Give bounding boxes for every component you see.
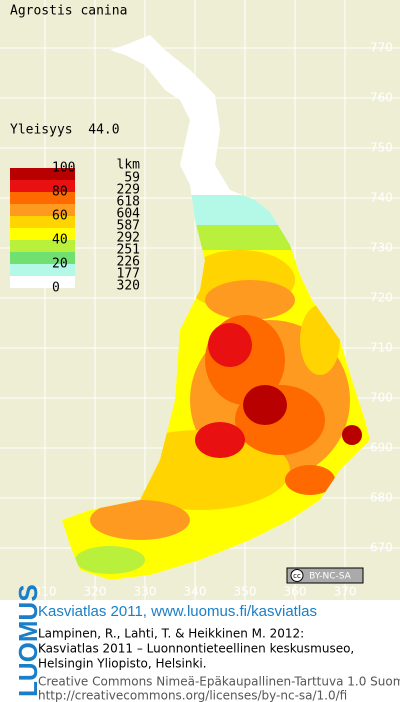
license-line: http://creativecommons.org/licenses/by-n… — [38, 689, 347, 702]
legend-count: 320 — [117, 279, 140, 294]
legend-count: 587 — [117, 219, 140, 234]
x-tick-label: 370 — [334, 585, 357, 599]
legend-scale-label: 100 — [52, 161, 75, 176]
y-tick-label: 750 — [370, 141, 393, 155]
y-tick-label: 670 — [370, 541, 393, 555]
legend-swatch — [10, 216, 75, 228]
y-tick-label: 760 — [370, 91, 393, 105]
legend-swatch — [10, 180, 75, 192]
legend-swatch — [10, 192, 75, 204]
svg-text:cc: cc — [293, 572, 301, 580]
x-tick-label: 320 — [84, 585, 107, 599]
citation-line: Helsingin Yliopisto, Helsinki. — [38, 657, 207, 671]
legend-count: 251 — [117, 243, 140, 258]
license-line: Creative Commons Nimeä-Epäkaupallinen-Ta… — [38, 675, 400, 689]
legend-swatch — [10, 276, 75, 288]
legend-count: 292 — [117, 231, 140, 246]
citation-line: Kasviatlas 2011 – Luonnontieteellinen ke… — [38, 642, 354, 656]
x-tick-label: 360 — [284, 585, 307, 599]
legend-scale-label: 40 — [52, 233, 68, 248]
legend-swatch — [10, 168, 75, 180]
y-tick-label: 690 — [370, 441, 393, 455]
y-tick-label: 730 — [370, 241, 393, 255]
legend-swatch — [10, 240, 75, 252]
y-tick-label: 770 — [370, 41, 393, 55]
x-tick-label: 340 — [184, 585, 207, 599]
species-title: Agrostis canina — [10, 4, 127, 19]
y-tick-label: 720 — [370, 291, 393, 305]
legend-count: 226 — [117, 255, 140, 270]
legend-swatch — [10, 204, 75, 216]
legend-swatch — [10, 228, 75, 240]
x-tick-label: 350 — [234, 585, 257, 599]
legend-scale-label: 80 — [52, 185, 68, 200]
legend-scale-label: 0 — [52, 281, 60, 296]
legend-swatch — [10, 252, 75, 264]
legend-count: 604 — [117, 207, 141, 222]
x-tick-label: 330 — [134, 585, 157, 599]
legend-swatch — [10, 264, 75, 276]
legend-count: 177 — [117, 267, 140, 282]
brand: LUOMUS — [13, 584, 43, 697]
frequency: Yleisyys 44.0 — [10, 123, 120, 138]
legend-scale-label: 20 — [52, 257, 68, 272]
legend-count: 59 — [124, 171, 140, 186]
license-badge-text: BY-NC-SA — [309, 572, 352, 582]
legend-count: 618 — [117, 195, 140, 210]
citation-line: Lampinen, R., Lahti, T. & Heikkinen M. 2… — [38, 627, 304, 641]
count-header: lkm — [117, 158, 141, 173]
legend-count: 229 — [117, 183, 140, 198]
y-tick-label: 680 — [370, 491, 393, 505]
legend-scale-label: 60 — [52, 209, 68, 224]
y-tick-label: 710 — [370, 341, 393, 355]
x-tick-label: 310 — [34, 585, 57, 599]
headline: Kasviatlas 2011, www.luomus.fi/kasviatla… — [38, 603, 317, 620]
license-badge: cc BY-NC-SA — [286, 567, 364, 584]
y-tick-label: 740 — [370, 191, 393, 205]
y-tick-label: 700 — [370, 391, 393, 405]
